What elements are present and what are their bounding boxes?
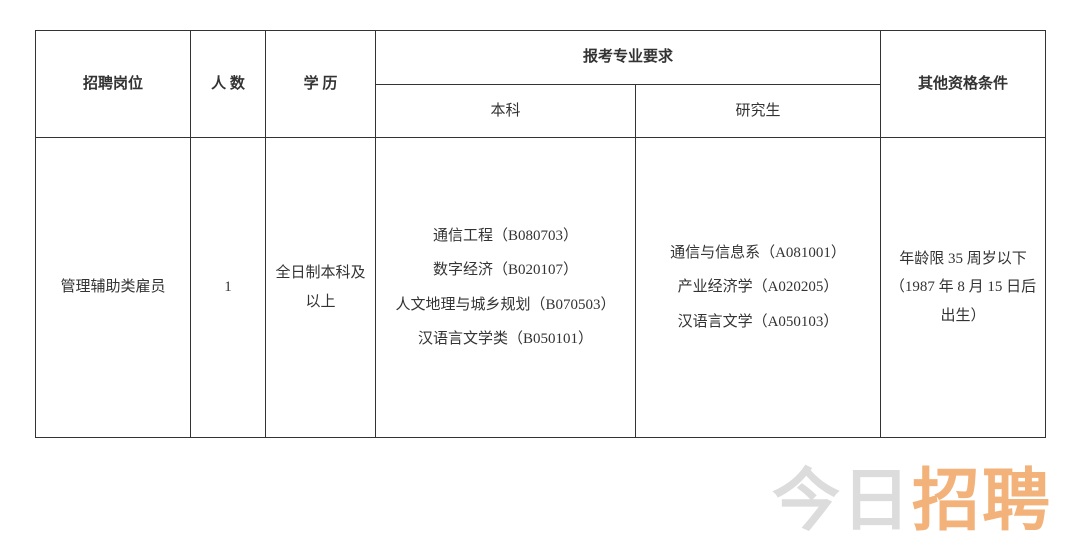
cell-people: 1 <box>191 138 266 438</box>
watermark-part2: 招聘 <box>912 463 1052 539</box>
cell-position: 管理辅助类雇员 <box>36 138 191 438</box>
header-position: 招聘岗位 <box>36 31 191 138</box>
cell-education: 全日制本科及以上 <box>266 138 376 438</box>
cell-bachelor: 通信工程（B080703）数字经济（B020107）人文地理与城乡规划（B070… <box>376 138 636 438</box>
recruitment-table: 招聘岗位 人 数 学 历 报考专业要求 其他资格条件 本科 研究生 管理辅助类雇… <box>35 30 1046 438</box>
header-bachelor: 本科 <box>376 84 636 138</box>
table-header-row-1: 招聘岗位 人 数 学 历 报考专业要求 其他资格条件 <box>36 31 1046 85</box>
header-people: 人 数 <box>191 31 266 138</box>
table-row: 管理辅助类雇员 1 全日制本科及以上 通信工程（B080703）数字经济（B02… <box>36 138 1046 438</box>
cell-other-qual: 年龄限 35 周岁以下（1987 年 8 月 15 日后出生） <box>881 138 1046 438</box>
header-education: 学 历 <box>266 31 376 138</box>
header-major-requirement: 报考专业要求 <box>376 31 881 85</box>
header-other-qual: 其他资格条件 <box>881 31 1046 138</box>
cell-graduate: 通信与信息系（A081001）产业经济学（A020205）汉语言文学（A0501… <box>636 138 881 438</box>
watermark: 今日招聘 <box>772 445 1052 544</box>
header-graduate: 研究生 <box>636 84 881 138</box>
watermark-part1: 今日 <box>772 463 912 539</box>
